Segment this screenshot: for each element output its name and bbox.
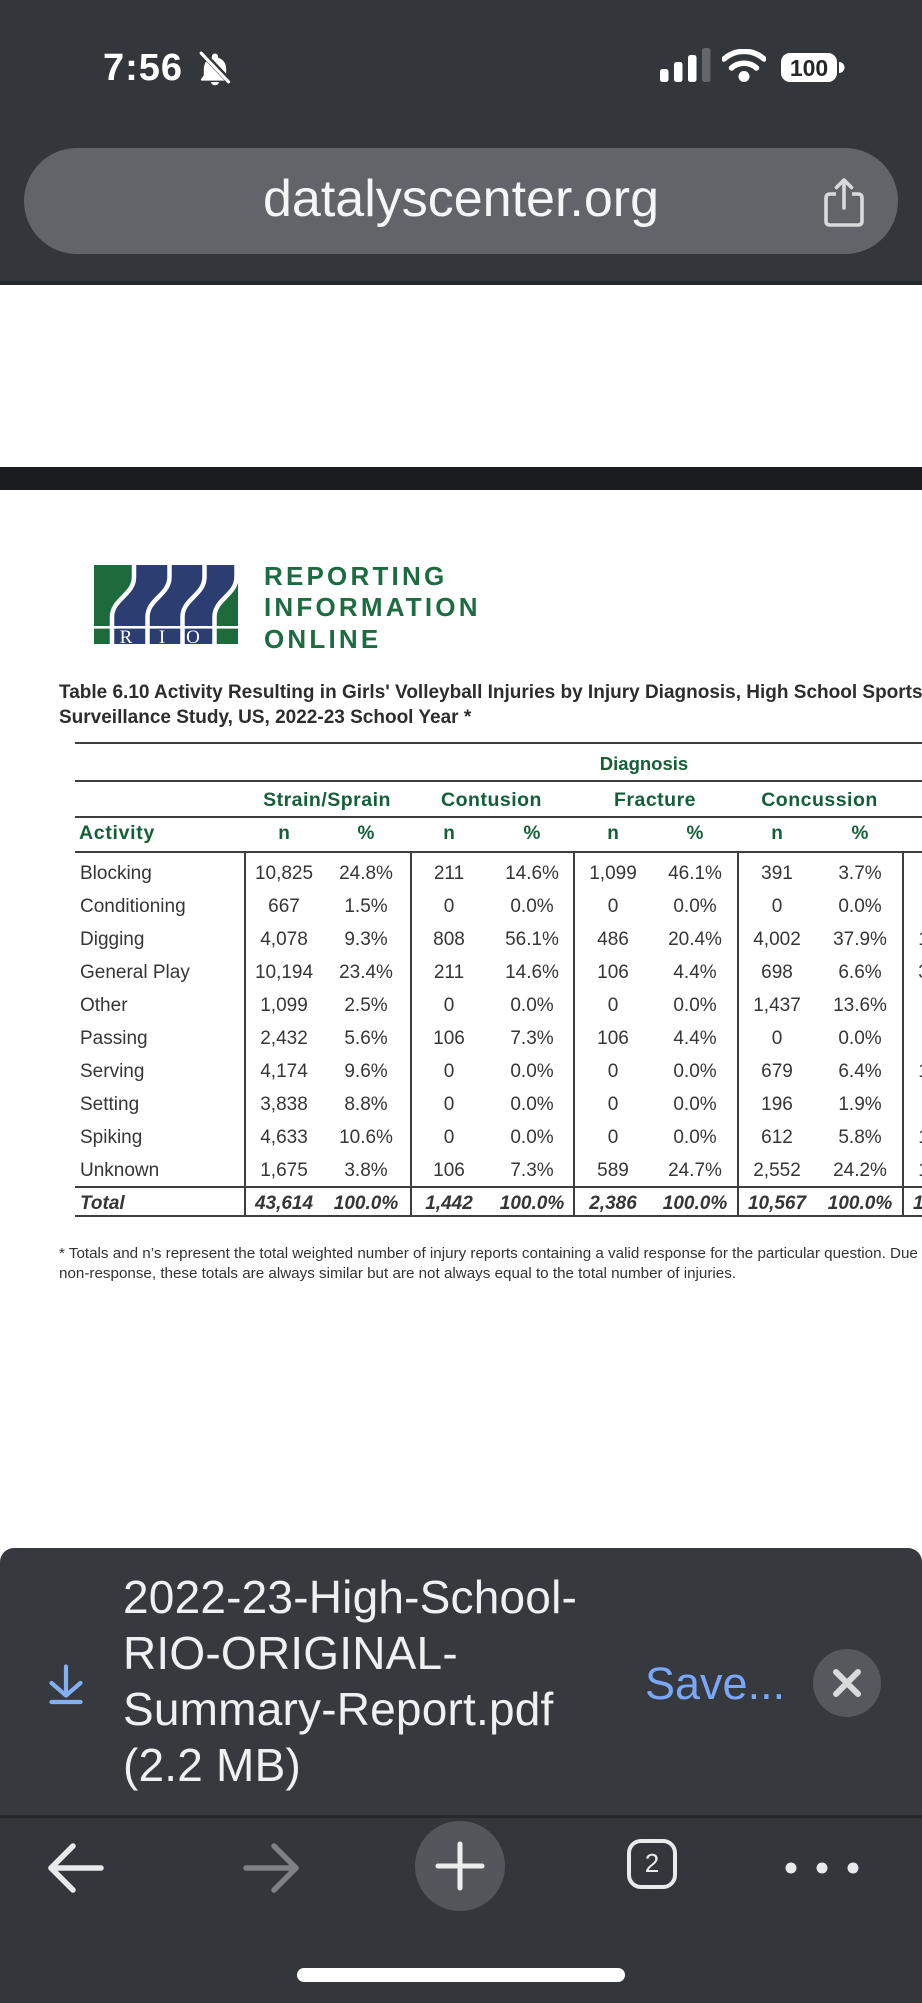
svg-text:R: R xyxy=(120,627,133,644)
svg-text:O: O xyxy=(186,627,200,644)
svg-text:I: I xyxy=(159,627,165,644)
